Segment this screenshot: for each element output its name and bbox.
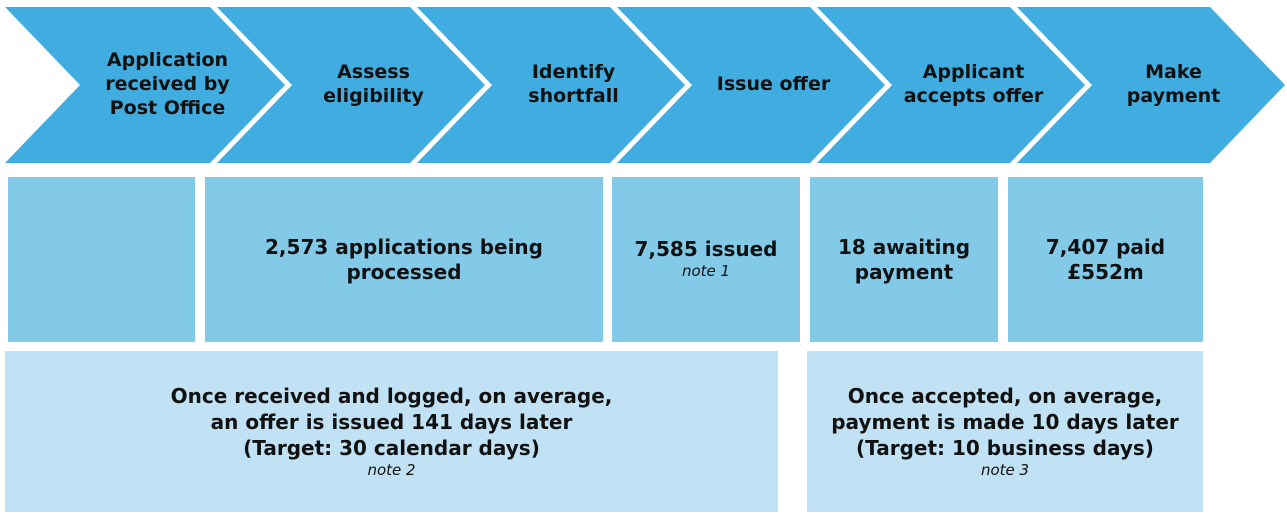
info-text: Once received and logged, on average, an… bbox=[170, 383, 613, 460]
stat-value: 18 awaiting payment bbox=[837, 234, 971, 284]
stat-box-paid: 7,407 paid £552m bbox=[1008, 177, 1203, 342]
info-box-offer-timing: Once received and logged, on average, an… bbox=[5, 351, 778, 512]
stat-box-offers-issued: 7,585 issued note 1 bbox=[612, 177, 800, 342]
stat-box-empty bbox=[8, 177, 195, 342]
chevron-step-label: Applicant accepts offer bbox=[903, 61, 1044, 107]
chevron-step-label: Identify shortfall bbox=[528, 61, 619, 107]
stat-note: note 1 bbox=[681, 262, 731, 281]
chevron-step-label: Application received by Post Office bbox=[105, 49, 230, 119]
chevron-step-label: Issue offer bbox=[716, 73, 831, 96]
info-note: note 3 bbox=[980, 460, 1030, 479]
info-box-payment-timing: Once accepted, on average, payment is ma… bbox=[807, 351, 1203, 512]
info-text: Once accepted, on average, payment is ma… bbox=[831, 383, 1179, 460]
stat-value: 7,407 paid £552m bbox=[1045, 234, 1166, 284]
info-note: note 2 bbox=[367, 460, 416, 479]
stat-box-awaiting-payment: 18 awaiting payment bbox=[810, 177, 998, 342]
chevron-step-label: Assess eligibility bbox=[323, 61, 424, 107]
stat-value: 7,585 issued bbox=[634, 237, 778, 262]
stat-value: 2,573 applications being processed bbox=[265, 234, 543, 284]
stat-box-applications-processing: 2,573 applications being processed bbox=[205, 177, 603, 342]
chevron-step-label: Make payment bbox=[1126, 61, 1221, 107]
